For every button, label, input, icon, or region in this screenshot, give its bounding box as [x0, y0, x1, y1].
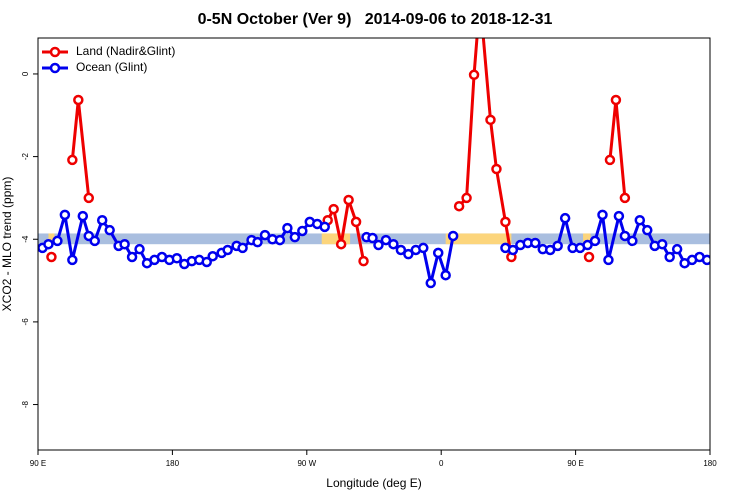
data-point [627, 235, 638, 247]
data-point [134, 243, 145, 255]
data-point [358, 255, 369, 267]
data-point [388, 238, 399, 250]
data-point [319, 221, 330, 233]
legend-marker [49, 62, 61, 74]
data-point [350, 216, 362, 228]
x-tick-label: 90 E [30, 459, 46, 468]
data-point [432, 247, 444, 259]
data-point [461, 192, 472, 204]
data-point [373, 239, 384, 251]
legend-label: Land (Nadir&Glint) [76, 44, 175, 58]
data-point [701, 254, 710, 266]
data-point [552, 240, 563, 252]
data-point [582, 239, 593, 251]
data-point [453, 200, 465, 212]
data-point [259, 229, 271, 241]
x-tick-label: 180 [703, 459, 717, 468]
data-point [328, 203, 339, 215]
data-point [289, 231, 301, 243]
data-point [395, 244, 407, 256]
y-tick-label: 0 [21, 71, 30, 76]
data-point [619, 230, 631, 242]
data-point [104, 224, 115, 236]
data-point [52, 235, 63, 247]
data-point [671, 243, 683, 255]
data-point [67, 254, 78, 266]
data-point [237, 242, 248, 254]
y-tick-label: -6 [21, 318, 30, 326]
data-point [597, 209, 608, 221]
plot-frame [37, 37, 711, 451]
data-point [126, 251, 138, 263]
data-point [222, 244, 233, 256]
data-point [476, 0, 484, 4]
data-point [544, 244, 556, 256]
data-point [619, 192, 631, 204]
data-point [46, 251, 57, 263]
x-tick-label: 90 E [567, 459, 583, 468]
y-axis-label: XCO2 - MLO trend (ppm) [0, 177, 14, 312]
data-point [642, 224, 653, 236]
data-point [335, 238, 347, 250]
data-point [207, 250, 218, 262]
data-point [604, 154, 616, 166]
data-point [367, 232, 378, 244]
data-point [89, 235, 100, 247]
band-highlight [445, 233, 512, 245]
data-point [282, 222, 293, 234]
data-point [59, 209, 71, 221]
data-point [83, 192, 95, 204]
data-point [447, 230, 459, 242]
band-highlight [48, 233, 55, 245]
data-point [380, 234, 392, 246]
data-point [485, 114, 496, 126]
series-line [70, 38, 627, 262]
data-point [418, 242, 429, 254]
data-point [656, 238, 668, 250]
data-point [559, 212, 571, 224]
data-point [297, 225, 308, 237]
y-tick-label: -2 [21, 152, 30, 160]
data-point [530, 237, 541, 249]
data-point [440, 269, 451, 281]
chart-title: 0-5N October (Ver 9) 2014-09-06 to 2018-… [198, 11, 553, 28]
x-tick-label: 0 [439, 459, 444, 468]
data-point [613, 210, 625, 222]
data-point [583, 251, 595, 263]
data-point [77, 210, 89, 222]
marks-layer [38, 0, 710, 289]
data-point [67, 154, 78, 166]
data-point [343, 194, 354, 206]
data-point [491, 163, 502, 175]
data-point [274, 234, 286, 246]
legend-marker [49, 46, 61, 58]
band-highlight [321, 233, 351, 245]
data-point [589, 235, 601, 247]
band-highlight [583, 233, 591, 245]
x-tick-label: 180 [166, 459, 180, 468]
x-tick-label: 90 W [297, 459, 316, 468]
data-point [119, 238, 130, 250]
data-point [96, 214, 108, 226]
legend-label: Ocean (Glint) [76, 60, 147, 74]
y-tick-label: -4 [21, 235, 30, 243]
data-point [610, 94, 622, 106]
data-point [500, 216, 511, 228]
data-point [73, 94, 84, 106]
data-point [603, 254, 614, 266]
data-point [507, 244, 519, 256]
data-point [171, 253, 183, 264]
y-tick-label: -8 [21, 400, 30, 408]
data-point [468, 69, 480, 81]
data-point [252, 236, 263, 248]
data-point [634, 214, 646, 226]
data-point [664, 251, 675, 263]
data-point [43, 238, 54, 250]
data-point [201, 256, 212, 268]
data-point [403, 248, 414, 260]
data-point [425, 277, 436, 289]
x-axis-label: Longitude (deg E) [326, 476, 421, 490]
